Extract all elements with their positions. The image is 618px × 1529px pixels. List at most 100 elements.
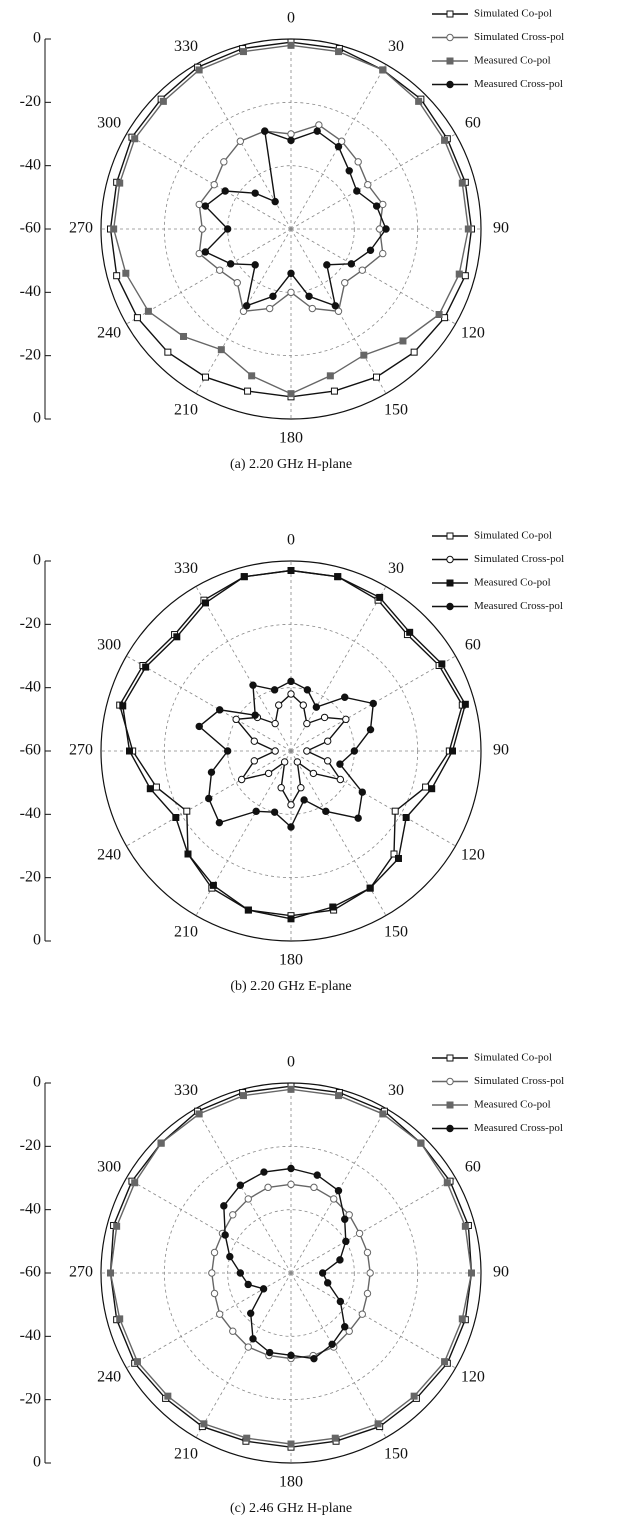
marker	[394, 854, 402, 862]
marker	[287, 915, 295, 923]
marker	[446, 1054, 454, 1062]
marker	[441, 136, 449, 144]
marker	[336, 1297, 345, 1306]
marker	[345, 1211, 353, 1219]
spoke	[290, 228, 456, 325]
angle-label: 30	[388, 560, 404, 577]
marker	[229, 1211, 237, 1219]
marker	[271, 197, 279, 206]
angle-label: 270	[69, 742, 93, 759]
marker	[335, 48, 343, 56]
marker	[446, 532, 454, 540]
r-tick-label: -40	[20, 1200, 41, 1217]
marker	[446, 579, 454, 587]
marker	[310, 1183, 318, 1192]
marker	[249, 681, 257, 689]
outer-circle	[100, 560, 482, 942]
marker	[122, 269, 130, 277]
legend-label: Measured Cross-pol	[474, 1122, 563, 1134]
r-tick-label: -20	[20, 1137, 41, 1154]
r-tick-label: 0	[33, 1074, 41, 1091]
marker	[324, 757, 332, 765]
angle-label: 240	[97, 847, 121, 864]
marker	[341, 1215, 349, 1223]
legend-label: Measured Co-pol	[474, 577, 551, 589]
r-tick-label: -40	[20, 156, 41, 173]
marker	[341, 693, 349, 701]
marker	[358, 788, 367, 796]
angle-label: 180	[279, 1474, 303, 1491]
marker	[449, 747, 456, 755]
marker	[446, 1077, 454, 1086]
marker	[220, 158, 228, 166]
marker	[236, 1269, 245, 1277]
r-tick-label: -60	[20, 1264, 41, 1281]
marker	[364, 180, 372, 189]
marker	[287, 1085, 295, 1093]
marker	[244, 906, 252, 914]
marker	[293, 758, 302, 766]
marker	[195, 66, 203, 74]
spoke	[126, 655, 292, 752]
marker	[336, 775, 345, 784]
marker	[320, 713, 329, 722]
marker	[226, 260, 235, 268]
marker	[330, 387, 338, 395]
marker	[446, 10, 454, 18]
marker	[303, 686, 312, 694]
marker	[287, 130, 295, 138]
angle-label: 180	[279, 952, 303, 969]
marker	[354, 158, 362, 166]
marker	[287, 1440, 295, 1448]
angle-label: 30	[388, 1082, 404, 1099]
marker	[172, 814, 180, 821]
marker	[455, 270, 463, 278]
marker	[270, 686, 279, 694]
marker	[287, 136, 295, 145]
caption: (a) 2.20 GHz H-plane	[230, 457, 352, 472]
marker	[464, 225, 472, 233]
marker	[244, 1195, 252, 1203]
marker	[353, 187, 361, 195]
marker	[417, 1139, 425, 1147]
marker	[446, 602, 454, 611]
marker	[446, 555, 454, 564]
angle-label: 120	[461, 847, 485, 864]
r-tick-label: -20	[20, 93, 41, 110]
angle-label: 330	[174, 560, 198, 577]
r-tick-label: 0	[33, 932, 41, 949]
marker	[246, 1309, 255, 1318]
marker	[173, 633, 181, 641]
marker	[443, 1179, 451, 1187]
r-tick-label: -20	[20, 1390, 41, 1407]
spoke	[290, 1272, 387, 1438]
marker	[119, 702, 127, 710]
spoke	[290, 1177, 456, 1274]
marker	[126, 747, 133, 755]
marker	[446, 57, 454, 65]
marker	[202, 373, 209, 381]
angle-label: 300	[97, 1159, 121, 1176]
marker	[250, 757, 258, 765]
marker	[303, 719, 311, 728]
marker	[309, 769, 318, 778]
angle-label: 180	[279, 430, 303, 447]
angle-label: 0	[287, 10, 295, 27]
marker	[210, 180, 218, 189]
marker	[116, 179, 124, 187]
r-tick-label: -40	[20, 678, 41, 695]
marker	[358, 266, 367, 274]
marker	[133, 314, 141, 322]
legend-label: Measured Cross-pol	[474, 600, 563, 612]
marker	[334, 1187, 343, 1195]
marker	[334, 573, 342, 581]
marker	[438, 660, 446, 668]
angle-label: 240	[97, 1369, 121, 1386]
marker	[271, 719, 279, 728]
marker	[441, 1358, 449, 1366]
marker	[208, 1269, 216, 1277]
marker	[297, 784, 305, 792]
spoke	[195, 1108, 292, 1274]
r-tick-label: -40	[20, 805, 41, 822]
marker	[382, 225, 390, 233]
